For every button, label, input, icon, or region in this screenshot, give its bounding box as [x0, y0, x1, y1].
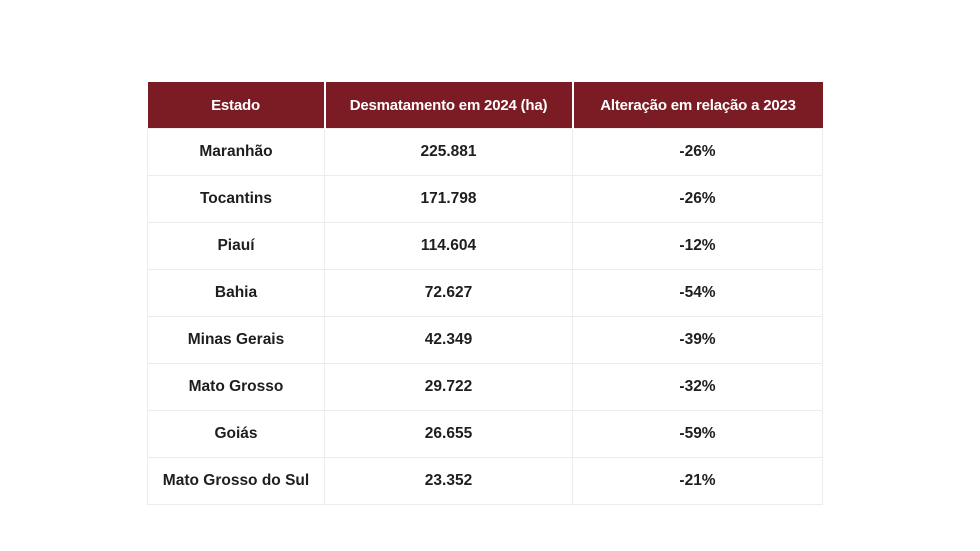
table-body: Maranhão 225.881 -26% Tocantins 171.798 …	[147, 128, 823, 505]
deforestation-table: Estado Desmatamento em 2024 (ha) Alteraç…	[147, 82, 823, 505]
cell-estado: Bahia	[147, 269, 325, 317]
header-alteracao-2023: Alteração em relação a 2023	[572, 82, 823, 129]
table-header: Estado Desmatamento em 2024 (ha) Alteraç…	[147, 82, 823, 129]
cell-desmatamento: 72.627	[324, 269, 573, 317]
table-row: Goiás 26.655 -59%	[147, 410, 823, 458]
cell-alteracao: -21%	[572, 457, 823, 505]
cell-estado: Mato Grosso	[147, 363, 325, 411]
table-row: Piauí 114.604 -12%	[147, 222, 823, 270]
table-row: Bahia 72.627 -54%	[147, 269, 823, 317]
cell-estado: Goiás	[147, 410, 325, 458]
cell-desmatamento: 26.655	[324, 410, 573, 458]
cell-estado: Mato Grosso do Sul	[147, 457, 325, 505]
cell-alteracao: -32%	[572, 363, 823, 411]
table-row: Mato Grosso do Sul 23.352 -21%	[147, 457, 823, 505]
table-row: Tocantins 171.798 -26%	[147, 175, 823, 223]
cell-desmatamento: 171.798	[324, 175, 573, 223]
cell-alteracao: -59%	[572, 410, 823, 458]
table-row: Maranhão 225.881 -26%	[147, 128, 823, 176]
cell-alteracao: -12%	[572, 222, 823, 270]
cell-alteracao: -39%	[572, 316, 823, 364]
cell-estado: Piauí	[147, 222, 325, 270]
cell-alteracao: -54%	[572, 269, 823, 317]
deforestation-table-container: Estado Desmatamento em 2024 (ha) Alteraç…	[147, 82, 823, 505]
cell-desmatamento: 23.352	[324, 457, 573, 505]
cell-alteracao: -26%	[572, 175, 823, 223]
table-row: Minas Gerais 42.349 -39%	[147, 316, 823, 364]
cell-estado: Maranhão	[147, 128, 325, 176]
table-row: Mato Grosso 29.722 -32%	[147, 363, 823, 411]
cell-desmatamento: 114.604	[324, 222, 573, 270]
cell-desmatamento: 29.722	[324, 363, 573, 411]
header-desmatamento-2024: Desmatamento em 2024 (ha)	[324, 82, 574, 129]
cell-alteracao: -26%	[572, 128, 823, 176]
header-row: Estado Desmatamento em 2024 (ha) Alteraç…	[147, 82, 823, 129]
cell-estado: Tocantins	[147, 175, 325, 223]
cell-desmatamento: 42.349	[324, 316, 573, 364]
header-estado: Estado	[147, 82, 326, 129]
cell-desmatamento: 225.881	[324, 128, 573, 176]
cell-estado: Minas Gerais	[147, 316, 325, 364]
